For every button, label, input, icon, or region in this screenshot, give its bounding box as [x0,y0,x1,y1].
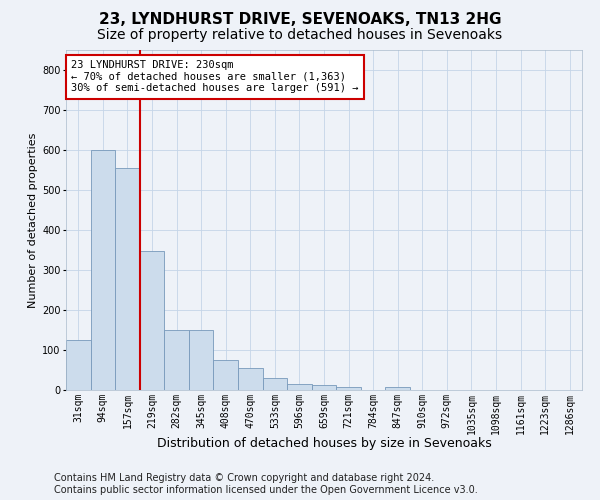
X-axis label: Distribution of detached houses by size in Sevenoaks: Distribution of detached houses by size … [157,436,491,450]
Bar [214,360,238,390]
Bar [189,330,214,390]
Bar [238,368,263,390]
Text: 23 LYNDHURST DRIVE: 230sqm
← 70% of detached houses are smaller (1,363)
30% of s: 23 LYNDHURST DRIVE: 230sqm ← 70% of deta… [71,60,359,94]
Bar [336,387,361,390]
Y-axis label: Number of detached properties: Number of detached properties [28,132,38,308]
Bar [385,387,410,390]
Text: Size of property relative to detached houses in Sevenoaks: Size of property relative to detached ho… [97,28,503,42]
Bar [66,340,91,390]
Text: 23, LYNDHURST DRIVE, SEVENOAKS, TN13 2HG: 23, LYNDHURST DRIVE, SEVENOAKS, TN13 2HG [99,12,501,28]
Bar [164,330,189,390]
Bar [91,150,115,390]
Text: Contains HM Land Registry data © Crown copyright and database right 2024.
Contai: Contains HM Land Registry data © Crown c… [54,474,478,495]
Bar [115,168,140,390]
Bar [140,251,164,390]
Bar [287,384,312,390]
Bar [312,385,336,390]
Bar [263,378,287,390]
